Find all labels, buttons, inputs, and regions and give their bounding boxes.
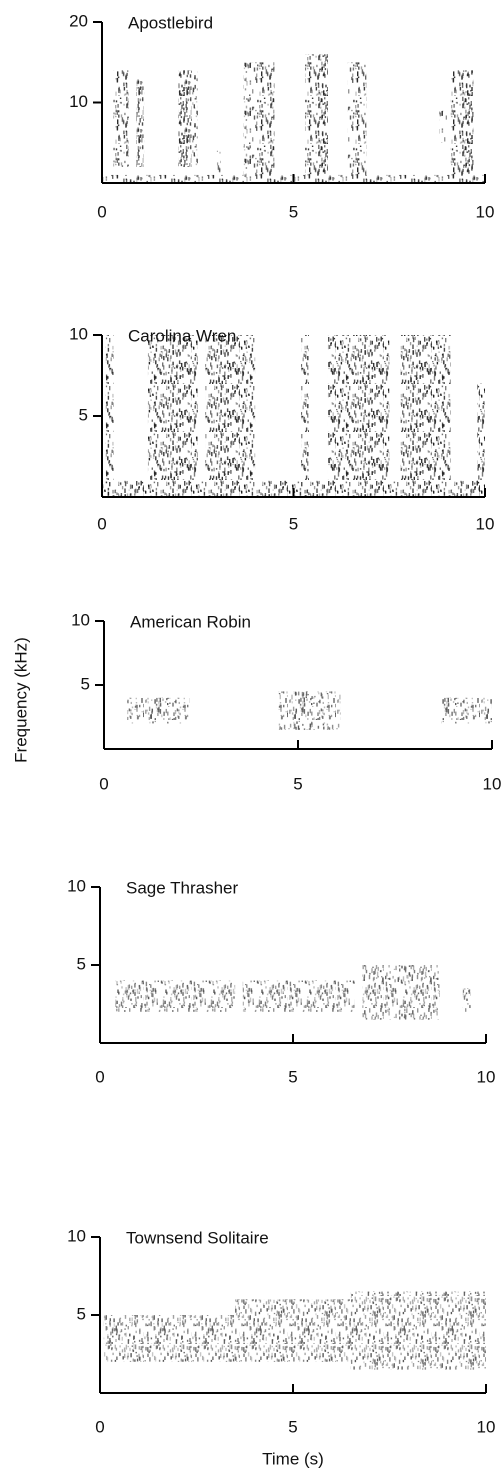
sound-segment: [441, 697, 492, 724]
y-tick-label: 5: [77, 954, 86, 973]
sound-segment: [243, 62, 275, 175]
sound-segment: [216, 150, 221, 175]
y-axis-label: Frequency (kHz): [11, 637, 30, 763]
sound-segment: [115, 980, 236, 1012]
y-tick-label: 10: [71, 610, 90, 629]
x-tick-label: 10: [476, 514, 495, 533]
sound-segment: [105, 335, 114, 497]
x-tick-label: 5: [293, 774, 302, 793]
x-tick-label: 0: [99, 774, 108, 793]
sound-segment: [400, 335, 451, 481]
y-tick-label: 20: [69, 11, 88, 30]
y-tick-label: 5: [81, 674, 90, 693]
y-tick-label: 10: [67, 1226, 86, 1245]
sound-segment: [178, 70, 198, 167]
panel-title: Carolina Wren: [128, 326, 236, 345]
sound-segment: [350, 1291, 486, 1370]
y-tick-label: 5: [77, 1304, 86, 1323]
x-axis-label: Time (s): [262, 1449, 324, 1468]
sound-segment: [450, 70, 474, 175]
sound-segment: [242, 980, 355, 1012]
sound-segment: [477, 383, 485, 497]
sound-segment: [301, 335, 309, 497]
panel-title: American Robin: [130, 612, 251, 631]
x-tick-label: 0: [97, 202, 106, 221]
sound-segment: [127, 697, 190, 724]
y-tick-label: 10: [69, 324, 88, 343]
sound-segment: [439, 110, 447, 143]
sound-segment: [347, 62, 367, 175]
sound-segment: [103, 1315, 236, 1362]
x-tick-label: 0: [95, 1417, 104, 1436]
x-tick-label: 10: [477, 1417, 496, 1436]
sound-segment: [278, 691, 341, 730]
sound-segment: [304, 54, 328, 175]
sound-segment: [147, 335, 198, 481]
y-tick-label: 10: [69, 92, 88, 111]
x-tick-label: 10: [477, 1067, 496, 1086]
x-tick-label: 10: [483, 774, 502, 793]
x-tick-label: 5: [288, 1417, 297, 1436]
x-tick-label: 0: [95, 1067, 104, 1086]
panel-title: Apostlebird: [128, 13, 213, 32]
y-tick-label: 5: [79, 405, 88, 424]
sound-segment: [136, 78, 145, 167]
panel-title: Sage Thrasher: [126, 878, 238, 897]
sound-segment: [327, 335, 390, 481]
sound-segment: [205, 335, 256, 481]
sound-segment: [113, 70, 129, 167]
sound-segment: [235, 1299, 351, 1362]
x-tick-label: 10: [476, 202, 495, 221]
y-tick-label: 10: [67, 876, 86, 895]
sound-segment: [462, 988, 471, 1012]
x-tick-label: 5: [289, 514, 298, 533]
sound-segment: [362, 965, 440, 1020]
panel-title: Townsend Solitaire: [126, 1228, 269, 1247]
x-tick-label: 0: [97, 514, 106, 533]
x-tick-label: 5: [289, 202, 298, 221]
x-tick-label: 5: [288, 1067, 297, 1086]
